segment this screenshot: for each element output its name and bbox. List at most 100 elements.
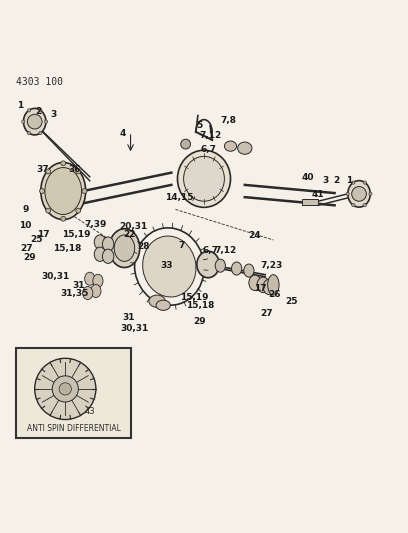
Ellipse shape	[237, 142, 252, 154]
Text: 15,19: 15,19	[180, 293, 208, 302]
Text: 9: 9	[22, 205, 29, 214]
Text: 33: 33	[160, 261, 173, 270]
Circle shape	[181, 139, 191, 149]
Circle shape	[363, 204, 366, 207]
Circle shape	[352, 181, 355, 184]
Circle shape	[39, 109, 42, 112]
Circle shape	[27, 131, 31, 135]
Text: 17: 17	[38, 230, 50, 239]
Text: 29: 29	[194, 317, 206, 326]
Text: ANTI SPIN DIFFERENTIAL: ANTI SPIN DIFFERENTIAL	[27, 424, 120, 433]
Text: 37: 37	[37, 165, 49, 174]
Text: 43: 43	[84, 407, 95, 416]
Text: 27: 27	[261, 309, 273, 318]
Ellipse shape	[244, 264, 254, 277]
Circle shape	[61, 161, 66, 166]
Text: 5: 5	[196, 121, 202, 130]
Text: 3: 3	[322, 176, 329, 185]
Circle shape	[39, 131, 42, 135]
Ellipse shape	[114, 235, 135, 261]
Text: 31,35: 31,35	[60, 289, 89, 298]
Text: 25: 25	[31, 235, 43, 244]
Ellipse shape	[102, 249, 114, 263]
Text: 31: 31	[122, 313, 135, 322]
Text: 27: 27	[20, 244, 33, 253]
Text: 3: 3	[50, 110, 56, 119]
Text: 36: 36	[68, 165, 80, 174]
Text: 4: 4	[119, 130, 126, 139]
Ellipse shape	[268, 274, 279, 295]
Text: 15,19: 15,19	[62, 230, 91, 239]
Ellipse shape	[109, 229, 140, 268]
Circle shape	[363, 181, 366, 184]
Ellipse shape	[197, 251, 220, 278]
Ellipse shape	[156, 300, 171, 310]
Circle shape	[352, 187, 366, 201]
Text: 15,18: 15,18	[53, 244, 82, 253]
Circle shape	[27, 109, 31, 112]
Ellipse shape	[93, 274, 103, 287]
Ellipse shape	[45, 167, 82, 214]
Text: 22: 22	[124, 230, 136, 239]
Ellipse shape	[215, 259, 225, 272]
Ellipse shape	[41, 163, 86, 220]
Text: 31: 31	[73, 281, 85, 290]
Text: 26: 26	[268, 290, 281, 298]
Text: 7,23: 7,23	[260, 261, 282, 270]
Ellipse shape	[149, 295, 165, 308]
Ellipse shape	[85, 272, 95, 285]
Text: 7,39: 7,39	[84, 220, 106, 229]
Circle shape	[35, 358, 96, 419]
Text: 7: 7	[178, 241, 185, 250]
Ellipse shape	[249, 275, 261, 290]
Ellipse shape	[177, 150, 231, 207]
Ellipse shape	[184, 156, 224, 201]
Bar	[302, 199, 318, 205]
Text: 7,12: 7,12	[199, 132, 221, 140]
Circle shape	[40, 189, 44, 193]
Text: 24: 24	[248, 231, 260, 240]
Text: 2: 2	[333, 176, 340, 185]
Ellipse shape	[94, 247, 106, 261]
Circle shape	[52, 376, 78, 402]
Ellipse shape	[348, 181, 370, 207]
Ellipse shape	[102, 237, 114, 251]
Ellipse shape	[263, 279, 275, 295]
Ellipse shape	[82, 287, 93, 300]
Text: 1: 1	[346, 176, 353, 185]
Text: 20,31: 20,31	[120, 222, 148, 231]
Circle shape	[352, 204, 355, 207]
Ellipse shape	[24, 108, 46, 135]
Circle shape	[46, 208, 51, 213]
Text: 6,7: 6,7	[200, 145, 216, 154]
Ellipse shape	[257, 277, 269, 293]
Text: 4303 100: 4303 100	[16, 77, 63, 87]
Circle shape	[44, 120, 48, 123]
Text: 6,7: 6,7	[202, 246, 218, 255]
Circle shape	[46, 169, 51, 174]
Text: 2: 2	[35, 107, 42, 116]
Text: 1: 1	[17, 101, 24, 110]
Circle shape	[27, 114, 42, 129]
Circle shape	[76, 208, 81, 213]
Ellipse shape	[91, 285, 101, 297]
Text: 29: 29	[23, 253, 35, 262]
Text: 40: 40	[302, 173, 314, 182]
Text: 10: 10	[19, 221, 31, 230]
Circle shape	[369, 192, 372, 196]
Circle shape	[59, 383, 71, 395]
Ellipse shape	[224, 141, 237, 151]
Ellipse shape	[94, 235, 106, 249]
Circle shape	[61, 216, 66, 221]
Circle shape	[82, 189, 87, 193]
Ellipse shape	[232, 262, 242, 275]
Text: 28: 28	[137, 243, 150, 252]
Ellipse shape	[143, 236, 196, 297]
Text: 30,31: 30,31	[41, 272, 69, 281]
Circle shape	[22, 120, 25, 123]
Text: 14,15: 14,15	[165, 192, 194, 201]
FancyBboxPatch shape	[16, 348, 131, 438]
Text: 41: 41	[312, 190, 324, 199]
Circle shape	[76, 169, 81, 174]
Text: 15,18: 15,18	[186, 301, 214, 310]
